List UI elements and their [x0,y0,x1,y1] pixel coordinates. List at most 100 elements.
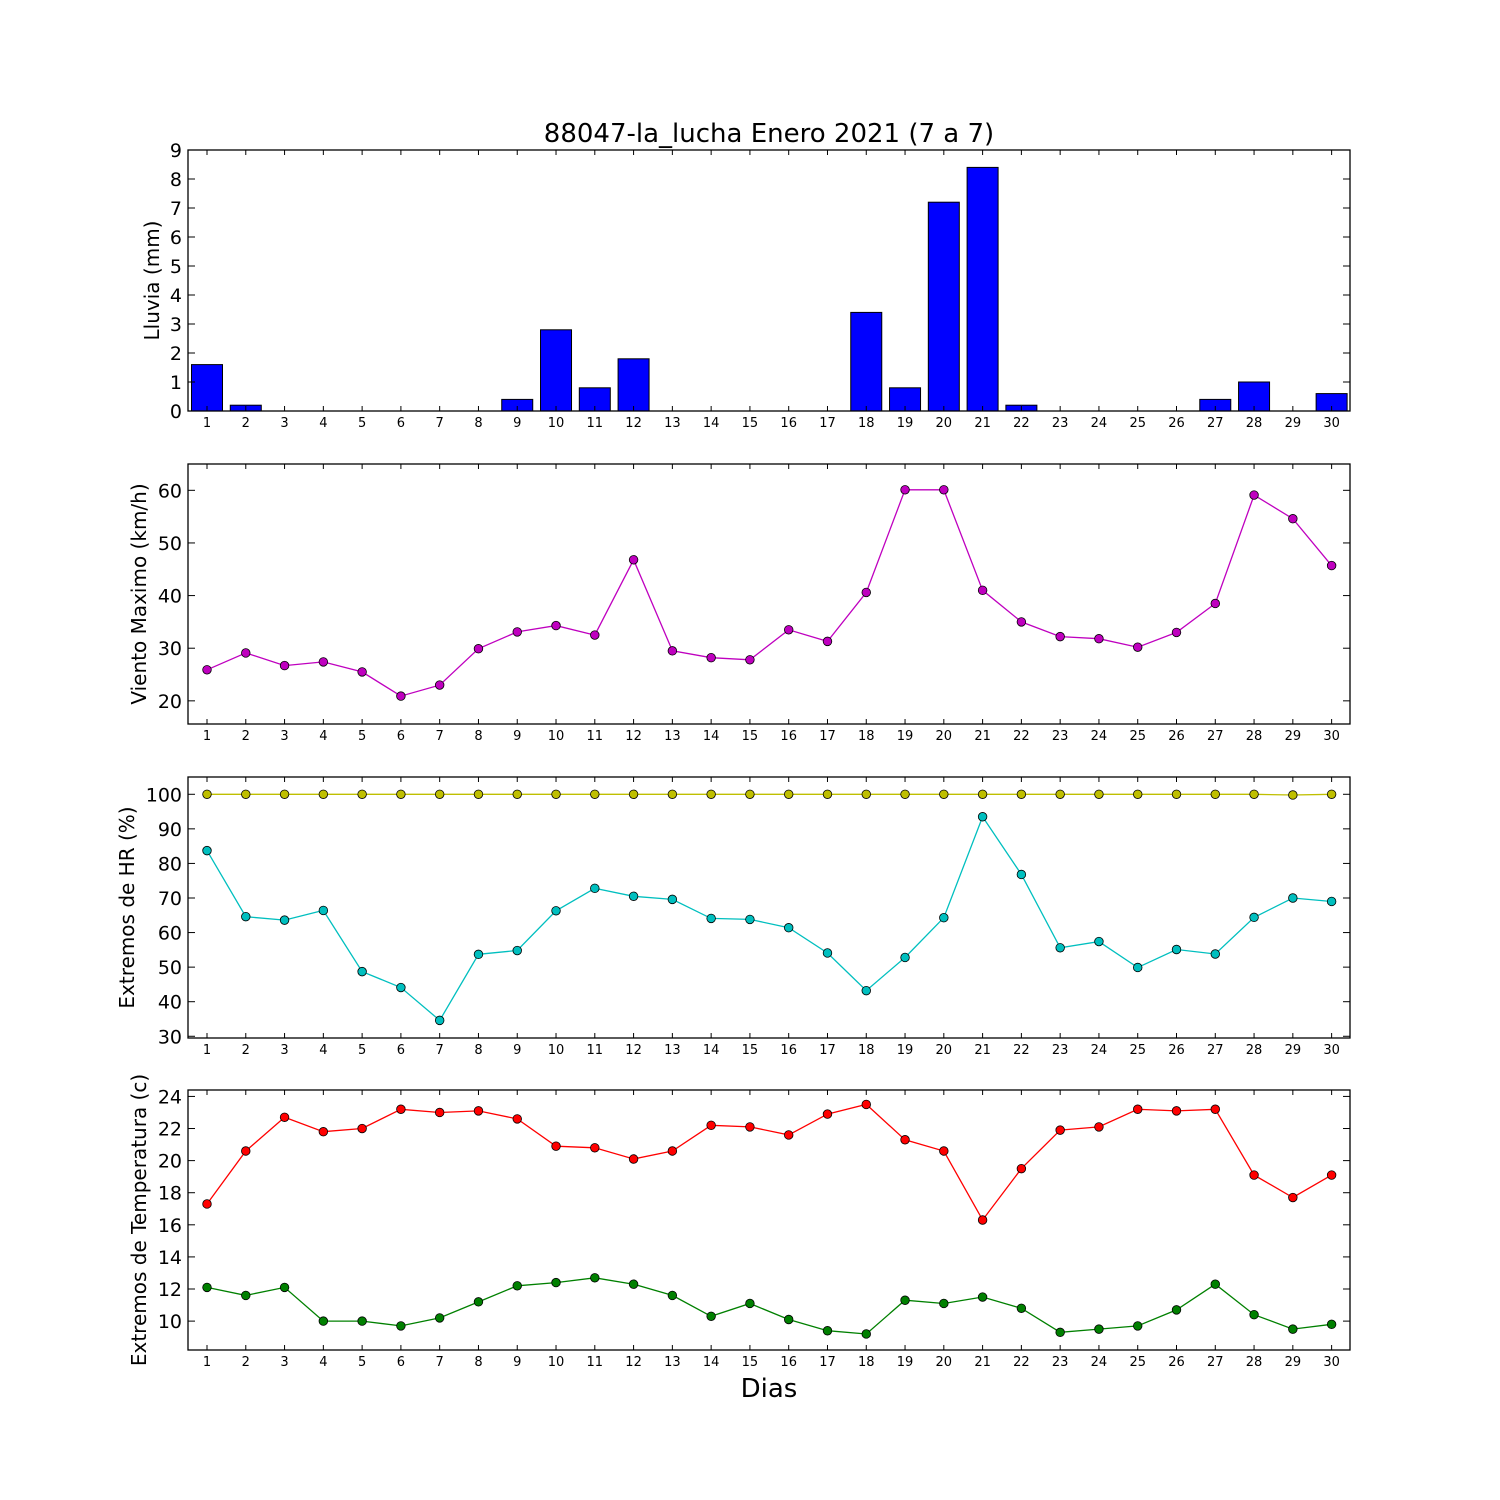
rain-xtick-label: 17 [819,416,836,431]
humidity-series-1-point [318,789,329,799]
temperature-series-2-point [318,1316,329,1326]
humidity-xtick-label: 14 [703,1043,720,1058]
humidity-series-1-point [357,789,367,799]
rain-xtick-label: 30 [1323,416,1340,431]
humidity-series-1-point [1055,789,1065,799]
wind-xtick-label: 17 [819,729,836,744]
wind-xtick-label: 19 [897,729,914,744]
humidity-series-1-point [1210,789,1220,799]
wind-series-1-point [1210,598,1220,609]
temperature-series-2-point [822,1326,833,1336]
temperature-series-1-point [1326,1170,1337,1180]
humidity-series-1-point [202,789,212,799]
humidity-series-1-point [1094,789,1104,799]
humidity-series-2-point [628,891,639,901]
wind-ylabel: Viento Maximo (km/h) [127,483,151,704]
temperature-xtick-label: 28 [1246,1355,1263,1370]
temperature-series-1-point [1288,1192,1298,1203]
humidity-series-2-point [279,915,290,925]
humidity-ytick-label: 80 [158,853,182,875]
humidity-series-1-point [1016,789,1027,799]
humidity-series-1-point [1288,790,1298,800]
humidity-xtick-label: 8 [474,1043,482,1058]
humidity-series-2-point [900,952,910,963]
temperature-series-2-point [1171,1305,1182,1315]
wind-series-1-point [202,665,212,675]
humidity-xtick-label: 26 [1168,1043,1185,1058]
humidity-series-2-point [1055,943,1065,953]
rain-xtick-label: 10 [548,416,565,431]
rain-ytick-label: 8 [170,169,182,191]
wind-series-1-point [1055,631,1065,642]
wind-series-1-point [1326,560,1337,571]
wind-panel: 1 2 3 4 5 6 7 8 9 10 11 12 13 14 15 16 17 18 19 20 21 22 23 24 2… [127,463,1351,744]
temperature-series-2-point [473,1297,484,1307]
wind-series-1-point [357,667,367,677]
wind-xtick-label: 4 [319,729,327,744]
rain-xtick-label: 3 [280,416,288,431]
temperature-series-2-point [1326,1319,1337,1330]
wind-xtick-label: 14 [703,729,720,744]
temperature-series-2-point [784,1314,794,1325]
humidity-xtick-label: 20 [936,1043,953,1058]
temperature-series-1-point [1210,1104,1220,1114]
temperature-xtick-label: 14 [703,1355,720,1370]
wind-series-1-point [784,625,794,635]
rain-xtick-label: 9 [513,416,521,431]
humidity-ytick-label: 40 [158,992,182,1014]
humidity-ytick-label: 60 [158,923,182,945]
humidity-series-2-point [1210,949,1220,959]
humidity-series-2-point [512,945,522,956]
humidity-series-2-line [206,815,1332,1022]
wind-series [202,485,1337,701]
humidity-ytick-label: 70 [158,888,182,910]
rain-xtick-label: 8 [474,416,482,431]
temperature-series-1-point [784,1130,794,1140]
wind-series-1-point [822,636,833,647]
humidity-xtick-label: 4 [319,1043,327,1058]
humidity-xtick-label: 25 [1129,1043,1146,1058]
humidity-series-1-point [667,789,678,799]
temperature-xtick-label: 20 [936,1355,953,1370]
temperature-xtick-label: 16 [780,1355,797,1370]
humidity-ytick-label: 30 [158,1026,182,1048]
wind-series-1-point [396,691,406,701]
temperature-series-2-point [279,1282,290,1293]
temperature-xtick-label: 3 [280,1355,288,1370]
temperature-xtick-label: 4 [319,1355,327,1370]
wind-series-1-point [1016,617,1027,627]
wind-xtick-label: 25 [1129,729,1146,744]
temperature-series-2-point [434,1313,445,1323]
humidity-series-1-point [551,789,561,799]
wind-xtick-label: 15 [742,729,759,744]
humidity-series-2-point [939,912,949,923]
wind-xtick-label: 5 [358,729,366,744]
wind-xtick-label: 2 [242,729,250,744]
temperature-ytick-label: 12 [158,1279,182,1301]
humidity-xtick-label: 13 [664,1043,681,1058]
wind-ytick-label: 40 [158,586,182,608]
humidity-xtick-label: 19 [897,1043,914,1058]
temperature-xtick-label: 25 [1129,1355,1146,1370]
rain-xtick-label: 27 [1207,416,1224,431]
temperature-xtick-label: 8 [474,1355,482,1370]
temperature-panel: 1 2 3 4 5 6 7 8 9 10 11 12 13 14 15 16 17 18 19 20 21 22 23 24 2… [127,1074,1351,1404]
temperature-xticks: 1 2 3 4 5 6 7 8 9 10 11 12 13 14 15 16 17 18 19 20 21 22 23 24 2… [203,1090,1340,1370]
temperature-series-1-point [628,1154,639,1164]
temperature-xtick-label: 2 [242,1355,250,1370]
rain-ytick-label: 3 [170,314,182,336]
wind-series-1-line [206,489,1333,697]
rain-bar [617,358,650,412]
rain-frame [187,149,1351,412]
humidity-yticks: 30 40 50 60 70 80 90 100 [146,784,1350,1048]
temperature-series-2-point [1016,1303,1027,1313]
wind-series-1-point [551,620,561,631]
temperature-series-2-point [1210,1279,1220,1289]
humidity-series-2-point [667,894,678,905]
wind-xtick-label: 28 [1246,729,1263,744]
temperature-series-1-point [357,1123,367,1134]
humidity-series-1-point [473,789,484,799]
humidity-series-2-point [202,845,212,856]
humidity-xtick-label: 22 [1013,1043,1030,1058]
